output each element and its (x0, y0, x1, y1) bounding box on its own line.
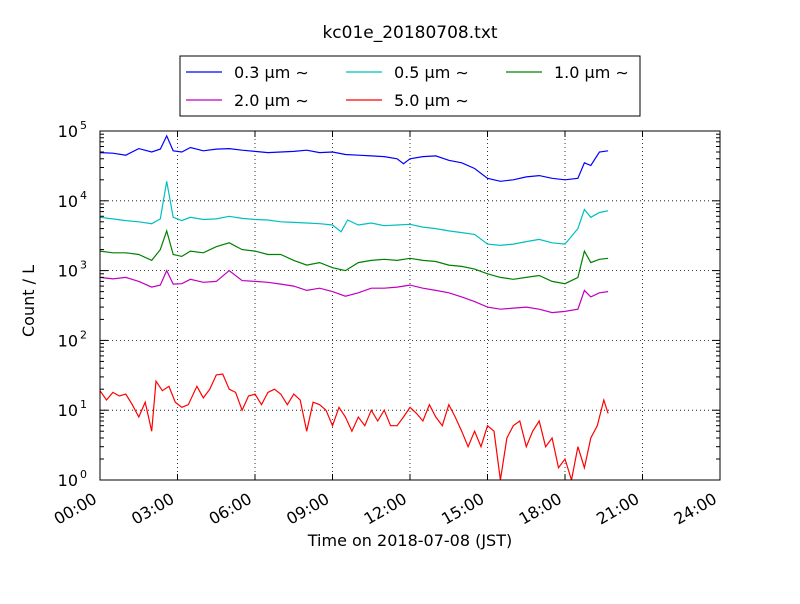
legend-label-2: 1.0 μm ∼ (554, 63, 629, 82)
legend-label-0: 0.3 μm ∼ (234, 63, 309, 82)
y-axis-label: Count / L (19, 265, 38, 337)
y-tick-label: 10 (58, 331, 78, 350)
y-tick-label-exponent: 5 (80, 119, 87, 132)
y-tick-label: 10 (58, 471, 78, 490)
y-tick-label-exponent: 2 (80, 328, 87, 341)
x-axis-label: Time on 2018-07-08 (JST) (307, 531, 512, 550)
y-tick-label-exponent: 1 (80, 398, 87, 411)
legend-label-4: 5.0 μm ∼ (394, 91, 469, 110)
series-line-1 (100, 181, 609, 247)
legend-label-3: 2.0 μm ∼ (234, 91, 309, 110)
legend: 0.3 μm ∼ 0.5 μm ∼ 1.0 μm ∼ 2.0 μm ∼ 5.0 μm ∼ (179, 55, 641, 117)
legend-box (179, 55, 641, 117)
y-tick-label: 10 (58, 192, 78, 211)
chart-title: kc01e_20180708.txt (322, 23, 497, 43)
y-tick-label-exponent: 0 (80, 468, 87, 481)
y-tick-label: 10 (58, 122, 78, 141)
y-tick-label-exponent: 4 (80, 189, 87, 202)
y-tick-label: 10 (58, 262, 78, 281)
series-line-2 (100, 228, 609, 285)
y-tick-label-exponent: 3 (80, 259, 87, 272)
series-line-0 (100, 134, 609, 182)
series-line-3 (100, 269, 609, 314)
series-lines (100, 134, 609, 480)
legend-label-1: 0.5 μm ∼ (394, 63, 469, 82)
series-line-4 (100, 373, 609, 480)
y-tick-label: 10 (58, 401, 78, 420)
